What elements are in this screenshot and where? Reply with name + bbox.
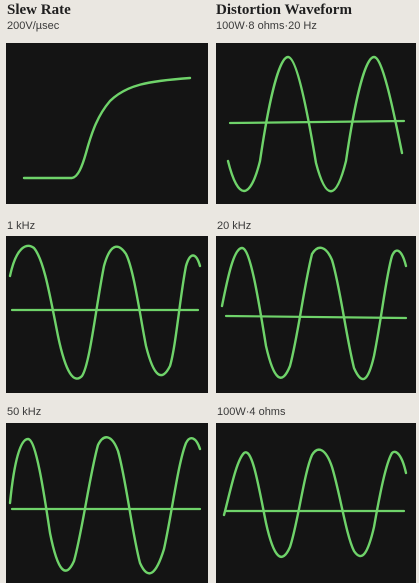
slew-rate-trace [22, 76, 192, 180]
distortion-20khz-trace [220, 246, 408, 381]
distortion-20khz-scope [216, 236, 416, 393]
distortion-4ohm-trace [222, 448, 408, 558]
distortion-50khz-trace [8, 436, 202, 575]
slew-rate-subtitle: 200V/µsec [7, 20, 60, 32]
slew-rate-title: Slew Rate [7, 2, 71, 18]
distortion-waveform-title: Distortion Waveform [216, 2, 352, 18]
caption-50khz: 50 kHz [7, 406, 42, 418]
distortion-4ohm-scope [216, 423, 416, 583]
caption-100w-4ohms: 100W·4 ohms [217, 406, 286, 418]
caption-1khz: 1 kHz [7, 220, 36, 232]
distortion-1khz-scope [6, 236, 208, 393]
distortion-1khz-trace [8, 244, 202, 380]
distortion-50khz-scope [6, 423, 208, 583]
caption-20khz: 20 kHz [217, 220, 252, 232]
distortion-20hz-scope [216, 43, 416, 204]
distortion-waveform-subtitle: 100W·8 ohms·20 Hz [216, 20, 317, 32]
slew-rate-scope [6, 43, 208, 204]
distortion-20hz-trace [226, 55, 406, 193]
